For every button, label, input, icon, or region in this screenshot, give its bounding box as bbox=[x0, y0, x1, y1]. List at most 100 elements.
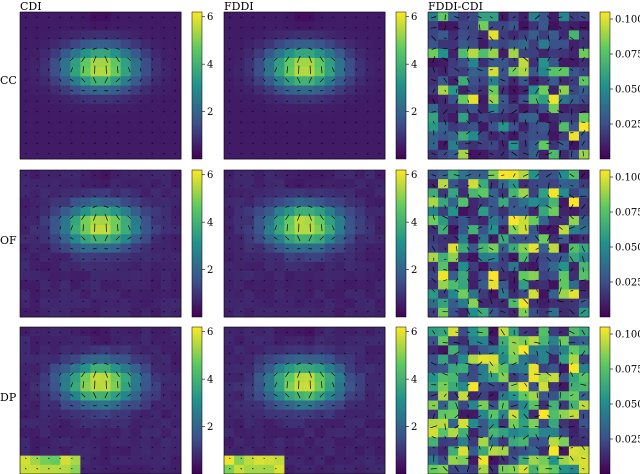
heatmap-cell bbox=[294, 94, 305, 105]
heatmap-cell bbox=[428, 131, 439, 142]
quiver-arrow bbox=[251, 47, 254, 50]
heatmap-cell bbox=[264, 280, 275, 290]
quiver-arrow bbox=[47, 89, 50, 92]
quiver-arrow bbox=[431, 436, 436, 439]
quiver-arrow bbox=[378, 153, 381, 155]
quiver-arrow bbox=[93, 258, 96, 261]
quiver-arrow bbox=[581, 245, 585, 252]
heatmap-cell bbox=[324, 289, 336, 300]
heatmap-cell bbox=[548, 363, 560, 374]
heatmap-cell bbox=[478, 21, 489, 31]
heatmap-cell bbox=[354, 289, 366, 300]
heatmap-cell bbox=[254, 391, 265, 401]
quiver-arrow bbox=[93, 392, 97, 399]
quiver-arrow bbox=[163, 394, 165, 397]
heatmap-cell bbox=[488, 437, 499, 447]
heatmap-cell bbox=[80, 197, 91, 208]
quiver-arrow bbox=[228, 468, 231, 470]
quiver-arrow bbox=[558, 255, 562, 263]
quiver-arrow bbox=[151, 447, 154, 449]
heatmap-cell bbox=[170, 67, 182, 77]
heatmap-cell bbox=[130, 85, 142, 96]
heatmap-cell bbox=[528, 464, 540, 474]
heatmap-cell bbox=[438, 243, 449, 254]
quiver-arrow bbox=[570, 403, 573, 409]
heatmap-cell bbox=[70, 261, 81, 272]
quiver-arrow bbox=[286, 100, 289, 102]
heatmap-cell bbox=[140, 215, 152, 226]
quiver-arrow bbox=[569, 26, 574, 30]
heatmap-cell bbox=[294, 48, 305, 59]
heatmap-cell bbox=[478, 48, 489, 59]
quiver-arrow bbox=[320, 426, 323, 428]
quiver-arrow bbox=[251, 216, 254, 219]
quiver-arrow bbox=[162, 16, 165, 18]
heatmap-cell bbox=[110, 188, 122, 198]
heatmap-cell bbox=[428, 85, 439, 96]
heatmap-cell bbox=[508, 94, 519, 105]
heatmap-cell bbox=[120, 39, 132, 50]
heatmap-cell bbox=[244, 85, 255, 96]
quiver-arrow bbox=[558, 16, 563, 19]
colorbar bbox=[599, 11, 611, 160]
heatmap-cell bbox=[150, 280, 162, 290]
heatmap-cell bbox=[438, 122, 449, 132]
heatmap-cell bbox=[244, 215, 255, 226]
quiver-arrow bbox=[524, 79, 528, 81]
heatmap-cell bbox=[438, 289, 449, 300]
quiver-arrow bbox=[151, 37, 154, 39]
heatmap-cell bbox=[170, 140, 182, 151]
heatmap-cell bbox=[314, 12, 326, 22]
heatmap-cell bbox=[538, 94, 550, 105]
heatmap-cell bbox=[224, 197, 235, 208]
heatmap-cell bbox=[140, 446, 152, 457]
quiver-arrow bbox=[319, 47, 324, 50]
heatmap-cell bbox=[60, 197, 71, 208]
heatmap-cell bbox=[80, 215, 91, 226]
heatmap-cell bbox=[364, 103, 376, 114]
heatmap-cell bbox=[314, 298, 326, 309]
quiver-arrow bbox=[478, 279, 482, 281]
quiver-arrow bbox=[174, 457, 177, 459]
heatmap-cell bbox=[50, 391, 61, 401]
heatmap-cell bbox=[274, 307, 285, 318]
heatmap-cell bbox=[140, 21, 152, 31]
quiver-arrow bbox=[36, 300, 39, 302]
quiver-arrow bbox=[47, 237, 50, 240]
heatmap-cell bbox=[234, 170, 245, 180]
heatmap-cell bbox=[478, 464, 489, 474]
quiver-arrow bbox=[454, 465, 459, 472]
heatmap-cell bbox=[140, 400, 152, 411]
quiver-arrow bbox=[263, 415, 266, 417]
heatmap-cell bbox=[528, 140, 540, 151]
heatmap-cell bbox=[468, 437, 479, 447]
quiver-arrow bbox=[524, 132, 528, 134]
heatmap-cell bbox=[568, 345, 580, 355]
heatmap-cell bbox=[374, 94, 386, 105]
heatmap-cell bbox=[160, 289, 172, 300]
heatmap-cell bbox=[354, 39, 366, 50]
heatmap-cell bbox=[40, 261, 51, 272]
heatmap-cell bbox=[264, 271, 275, 281]
quiver-arrow bbox=[378, 300, 381, 302]
heatmap-cell bbox=[324, 131, 336, 142]
heatmap-cell bbox=[80, 327, 91, 337]
heatmap-cell bbox=[448, 464, 459, 474]
heatmap-cell bbox=[264, 464, 275, 474]
heatmap-cell bbox=[264, 428, 275, 438]
heatmap-cell bbox=[150, 307, 162, 318]
heatmap-cell bbox=[70, 215, 81, 226]
quiver-arrow bbox=[569, 57, 574, 61]
heatmap-cell bbox=[60, 131, 71, 142]
quiver-arrow bbox=[430, 425, 438, 429]
heatmap-cell bbox=[324, 382, 336, 392]
quiver-arrow bbox=[501, 234, 505, 242]
heatmap-cell bbox=[50, 252, 61, 263]
quiver-arrow bbox=[36, 100, 39, 103]
quiver-arrow bbox=[546, 372, 552, 377]
quiver-arrow bbox=[501, 445, 504, 451]
heatmap-cell bbox=[140, 455, 152, 466]
quiver-arrow bbox=[251, 415, 254, 417]
quiver-arrow bbox=[139, 57, 142, 61]
heatmap-cell bbox=[508, 391, 519, 401]
